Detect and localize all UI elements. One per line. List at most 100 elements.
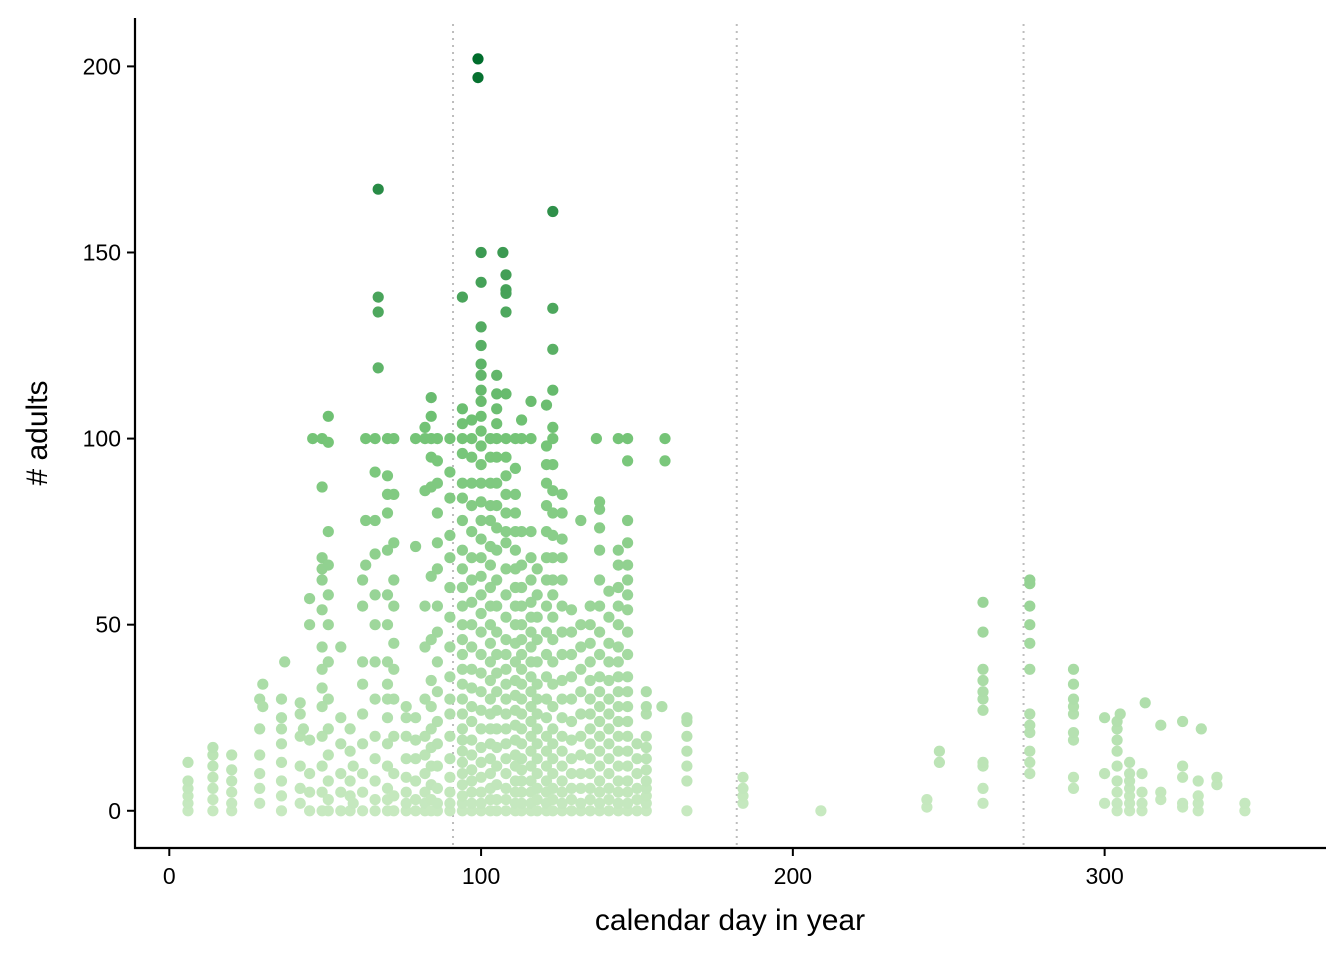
data-point — [1024, 708, 1036, 720]
data-point — [500, 470, 512, 482]
x-axis-ticks: 0 100 200 300 — [163, 848, 1124, 889]
data-point — [516, 663, 528, 675]
data-point — [540, 760, 553, 772]
data-point — [322, 723, 334, 735]
data-point — [294, 760, 306, 772]
data-point — [531, 589, 543, 601]
data-point — [575, 663, 587, 675]
data-point — [556, 600, 568, 612]
data-point — [584, 619, 596, 631]
data-point — [603, 637, 615, 649]
data-point — [444, 771, 456, 783]
data-point — [556, 786, 568, 798]
data-point — [659, 455, 671, 467]
data-point — [977, 782, 989, 795]
data-point — [1211, 771, 1223, 783]
data-point — [466, 764, 478, 776]
data-point — [369, 466, 381, 478]
data-point — [622, 626, 634, 638]
data-point — [1024, 719, 1036, 731]
x-tick-label: 200 — [774, 863, 812, 889]
data-point — [603, 794, 615, 806]
data-point — [207, 794, 219, 806]
data-point — [297, 723, 309, 735]
data-point — [456, 634, 468, 646]
data-point — [207, 782, 219, 795]
data-point — [254, 782, 266, 795]
data-point — [500, 284, 512, 296]
data-point — [500, 563, 512, 575]
data-point — [565, 648, 578, 661]
data-point — [491, 760, 503, 772]
data-point — [565, 626, 578, 638]
data-point — [381, 619, 394, 631]
data-point — [475, 786, 487, 798]
data-point — [388, 790, 400, 802]
data-point — [525, 552, 537, 564]
data-point — [547, 753, 559, 765]
data-point — [475, 686, 487, 698]
data-point — [425, 410, 437, 422]
data-point — [491, 667, 503, 679]
data-point — [612, 715, 624, 728]
data-point — [475, 339, 487, 352]
data-point — [594, 686, 606, 698]
data-point — [547, 805, 559, 817]
data-point — [525, 701, 537, 713]
data-point — [547, 701, 559, 713]
data-point — [977, 797, 989, 809]
data-point — [431, 433, 443, 445]
data-point — [304, 805, 316, 817]
data-point — [322, 619, 334, 631]
data-point — [622, 745, 634, 757]
data-point — [603, 693, 615, 705]
data-point — [475, 276, 487, 288]
data-point — [491, 600, 503, 612]
data-point — [590, 433, 603, 445]
data-point — [531, 782, 543, 795]
x-axis-title: calendar day in year — [595, 904, 865, 937]
data-point — [444, 529, 456, 542]
data-point — [381, 544, 394, 556]
data-point — [226, 749, 238, 761]
data-point — [631, 753, 643, 765]
data-point — [491, 648, 503, 661]
data-point — [584, 794, 596, 806]
data-point — [594, 786, 606, 798]
data-point — [466, 786, 478, 798]
data-point — [500, 648, 512, 661]
data-point — [575, 768, 587, 780]
data-point — [640, 701, 652, 713]
data-point — [381, 656, 394, 668]
data-point — [540, 712, 553, 724]
data-point — [456, 768, 468, 780]
data-point — [565, 768, 578, 780]
data-point — [500, 805, 512, 817]
data-point — [491, 805, 503, 817]
data-point — [372, 183, 384, 195]
data-point — [207, 805, 219, 817]
data-point — [444, 641, 456, 653]
data-point — [316, 701, 328, 713]
data-point — [531, 656, 543, 668]
data-point — [425, 634, 437, 646]
data-point — [456, 734, 468, 746]
data-point — [322, 656, 334, 668]
data-point — [491, 388, 503, 400]
data-point — [612, 544, 624, 556]
data-point — [933, 756, 946, 769]
data-point — [1136, 768, 1148, 780]
data-point — [500, 589, 512, 601]
data-point — [491, 794, 503, 806]
data-point — [466, 477, 478, 489]
data-point — [612, 745, 624, 757]
data-point — [594, 760, 606, 772]
data-point — [369, 730, 381, 742]
data-point — [431, 507, 443, 519]
data-point — [388, 488, 400, 500]
data-point — [456, 433, 468, 445]
data-point — [594, 496, 606, 508]
data-point — [547, 384, 559, 396]
data-point — [344, 745, 356, 757]
